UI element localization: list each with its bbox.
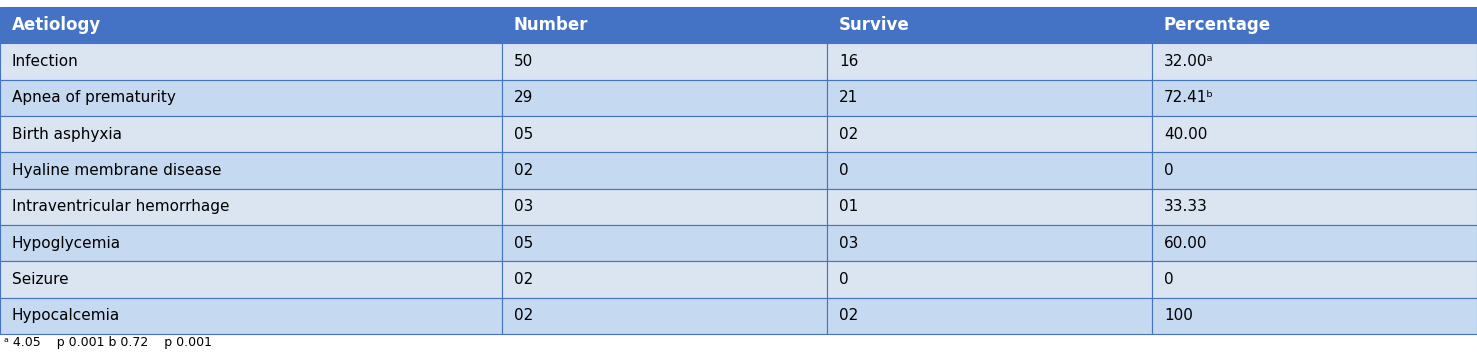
- Bar: [502, 116, 827, 152]
- Text: 02: 02: [839, 127, 858, 142]
- Text: Survive: Survive: [839, 16, 910, 34]
- Bar: [0, 44, 502, 80]
- Text: 0: 0: [1164, 163, 1174, 178]
- Text: 02: 02: [839, 308, 858, 323]
- Text: 40.00: 40.00: [1164, 127, 1207, 142]
- Bar: [827, 44, 1152, 80]
- Text: 16: 16: [839, 54, 858, 69]
- Bar: [1152, 80, 1477, 116]
- Bar: [827, 116, 1152, 152]
- Bar: [827, 152, 1152, 188]
- Bar: [1152, 152, 1477, 188]
- Bar: [502, 225, 827, 261]
- Bar: [0, 152, 502, 188]
- Text: Number: Number: [514, 16, 588, 34]
- Bar: [0, 188, 502, 225]
- Text: Aetiology: Aetiology: [12, 16, 100, 34]
- Bar: [502, 297, 827, 334]
- Bar: [0, 80, 502, 116]
- Text: 0: 0: [839, 272, 849, 287]
- Text: 29: 29: [514, 90, 533, 105]
- Text: Apnea of prematurity: Apnea of prematurity: [12, 90, 176, 105]
- Bar: [0, 116, 502, 152]
- Bar: [827, 261, 1152, 297]
- Bar: [827, 188, 1152, 225]
- Text: Seizure: Seizure: [12, 272, 68, 287]
- Text: ᵃ 4.05    p 0.001 b 0.72    p 0.001: ᵃ 4.05 p 0.001 b 0.72 p 0.001: [4, 336, 213, 348]
- Bar: [0, 7, 502, 44]
- Bar: [0, 225, 502, 261]
- Bar: [502, 261, 827, 297]
- Text: 100: 100: [1164, 308, 1193, 323]
- Text: Hypocalcemia: Hypocalcemia: [12, 308, 120, 323]
- Bar: [1152, 225, 1477, 261]
- Bar: [1152, 297, 1477, 334]
- Bar: [827, 225, 1152, 261]
- Bar: [1152, 188, 1477, 225]
- Text: 02: 02: [514, 163, 533, 178]
- Text: Infection: Infection: [12, 54, 78, 69]
- Text: 01: 01: [839, 199, 858, 214]
- Text: Hyaline membrane disease: Hyaline membrane disease: [12, 163, 222, 178]
- Bar: [502, 152, 827, 188]
- Bar: [0, 297, 502, 334]
- Bar: [827, 7, 1152, 44]
- Text: Intraventricular hemorrhage: Intraventricular hemorrhage: [12, 199, 229, 214]
- Text: 0: 0: [839, 163, 849, 178]
- Text: 02: 02: [514, 272, 533, 287]
- Bar: [0, 261, 502, 297]
- Bar: [1152, 116, 1477, 152]
- Bar: [1152, 261, 1477, 297]
- Text: Hypoglycemia: Hypoglycemia: [12, 236, 121, 251]
- Text: Birth asphyxia: Birth asphyxia: [12, 127, 121, 142]
- Bar: [1152, 44, 1477, 80]
- Text: 21: 21: [839, 90, 858, 105]
- Bar: [502, 44, 827, 80]
- Text: 32.00ᵃ: 32.00ᵃ: [1164, 54, 1214, 69]
- Text: 33.33: 33.33: [1164, 199, 1208, 214]
- Text: 02: 02: [514, 308, 533, 323]
- Bar: [1152, 7, 1477, 44]
- Text: 72.41ᵇ: 72.41ᵇ: [1164, 90, 1214, 105]
- Text: 50: 50: [514, 54, 533, 69]
- Bar: [502, 188, 827, 225]
- Text: Percentage: Percentage: [1164, 16, 1272, 34]
- Bar: [827, 297, 1152, 334]
- Text: 0: 0: [1164, 272, 1174, 287]
- Text: 03: 03: [514, 199, 533, 214]
- Text: 60.00: 60.00: [1164, 236, 1207, 251]
- Text: 03: 03: [839, 236, 858, 251]
- Text: 05: 05: [514, 127, 533, 142]
- Text: 05: 05: [514, 236, 533, 251]
- Bar: [827, 80, 1152, 116]
- Bar: [502, 7, 827, 44]
- Bar: [502, 80, 827, 116]
